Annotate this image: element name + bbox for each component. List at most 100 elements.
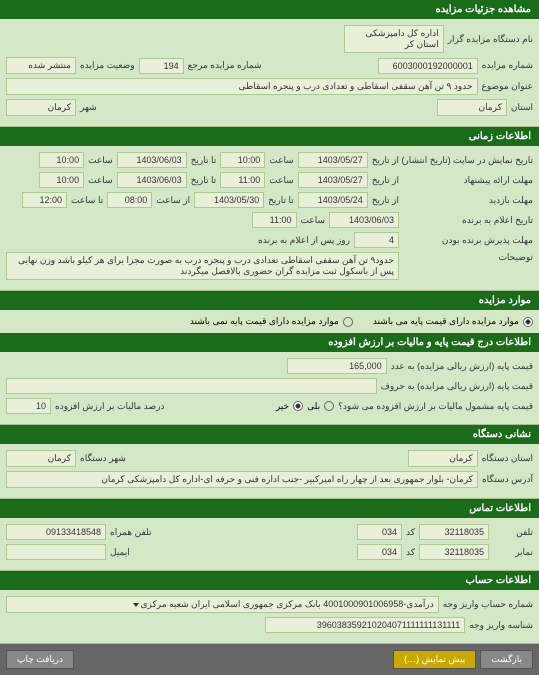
lbl-offer: مهلت ارائه پیشنهاد (403, 175, 533, 186)
panel-timing: تاریخ نمایش در سایت (تاریخ انتشار) از تا… (0, 146, 539, 291)
lbl-to1: تا تاریخ (191, 155, 217, 166)
radio-no-base[interactable]: موارد مزایده دارای قیمت پایه نمی باشند (190, 316, 353, 327)
val-d2-fh: 11:00 (220, 172, 265, 188)
lbl-email: ایمیل (110, 547, 130, 558)
lbl-wh: ساعت (301, 215, 326, 226)
lbl-winner: تاریخ اعلام به برنده (403, 215, 533, 226)
lbl-mobile: تلفن همراه (110, 527, 152, 538)
lbl-status: وضعیت مزایده (80, 60, 135, 71)
radio-dot-icon (324, 401, 334, 411)
radio-vat-yes[interactable]: بلی (307, 401, 334, 412)
val-subject: حدود ۹ تن آهن سقفی اسقاطی و تعدادی درب و… (6, 78, 478, 95)
lbl-city: شهر (80, 102, 97, 113)
val-desc: حدود۹ تن آهن سقفی اسقاطی تعدادی درب و پن… (6, 252, 399, 280)
radio-dot-icon (343, 317, 353, 327)
val-fcode: 034 (357, 544, 402, 560)
section-timing: اطلاعات زمانی (0, 127, 539, 146)
val-days: 4 (354, 232, 399, 248)
back-button[interactable]: بازگشت (480, 650, 533, 669)
panel-account: شماره حساب واریز وجه درآمدی-400100090100… (0, 590, 539, 644)
val-d1-fh: 10:00 (220, 152, 265, 168)
val-winner-d: 1403/06/03 (329, 212, 399, 228)
val-price-num: 165,000 (287, 358, 387, 374)
val-winner-h: 11:00 (252, 212, 297, 228)
val-fax: 32118035 (419, 544, 489, 560)
lbl-h2b: ساعت (88, 175, 113, 186)
preview-button[interactable]: پیش نمایش (…) (393, 650, 476, 669)
val-deposit: 396038359210204071111111131111 (265, 617, 465, 633)
lbl-yes: بلی (307, 401, 320, 412)
radio-dot-icon (523, 317, 533, 327)
lbl-desc: توضیحات (403, 252, 533, 263)
print-button[interactable]: دریافت چاپ (6, 650, 74, 669)
val-auction-no: 6003000192000001 (378, 58, 478, 74)
lbl-from3: از تاریخ (372, 195, 399, 206)
lbl-org: نام دستگاه مزایده گزار (448, 34, 533, 45)
val-mobile: 09133418548 (6, 524, 106, 540)
val-d2-to: 1403/06/03 (117, 172, 187, 188)
section-account: اطلاعات حساب (0, 571, 539, 590)
section-address: نشانی دستگاه (0, 425, 539, 444)
lbl-deposit: شناسه واریز وجه (469, 620, 533, 631)
lbl-h1a: ساعت (269, 155, 294, 166)
lbl-fax: نمابر (493, 547, 533, 558)
val-org: اداره کل دامپزشکی استان کر (344, 25, 444, 53)
lbl-visit: مهلت بازدید (403, 195, 533, 206)
panel-details: نام دستگاه مزایده گزار اداره کل دامپزشکی… (0, 19, 539, 127)
lbl-account: شماره حساب واریز وجه (443, 599, 533, 610)
panel-address: استان دستگاه کرمان شهر دستگاه کرمان آدرس… (0, 444, 539, 499)
val-phone: 32118035 (419, 524, 489, 540)
val-d1-from: 1403/05/27 (298, 152, 368, 168)
val-price-txt (6, 378, 377, 394)
radio-label-2: موارد مزایده دارای قیمت پایه نمی باشند (190, 316, 339, 327)
lbl-vat-q: قیمت پایه مشمول مالیات بر ارزش افزوده می… (338, 401, 533, 412)
section-items: موارد مزایده (0, 291, 539, 310)
section-auction-details: مشاهده جزئیات مزایده (0, 0, 539, 19)
section-contact: اطلاعات تماس (0, 499, 539, 518)
val-ocity: کرمان (6, 450, 76, 467)
lbl-no: خیر (276, 401, 289, 412)
lbl-fh3: از ساعت (156, 195, 190, 206)
radio-label-1: موارد مزایده دارای قیمت پایه می باشند (373, 316, 519, 327)
lbl-ref-no: شماره مزایده مرجع (188, 60, 262, 71)
lbl-to3: تا تاریخ (268, 195, 294, 206)
panel-items: موارد مزایده دارای قیمت پایه می باشند مو… (0, 310, 539, 333)
lbl-accept: مهلت پذیرش برنده بودن (403, 235, 533, 246)
val-d3-th: 12:00 (22, 192, 67, 208)
val-email (6, 544, 106, 560)
lbl-from2: از تاریخ (372, 175, 399, 186)
lbl-h2a: ساعت (269, 175, 294, 186)
lbl-from1: از تاریخ (372, 155, 399, 166)
lbl-vat-pct: درصد مالیات بر ارزش افزوده (55, 401, 164, 412)
val-vat-pct: 10 (6, 398, 51, 414)
val-d1-th: 10:00 (39, 152, 84, 168)
lbl-price-num: قیمت پایه (ارزش ریالی مزایده) به عدد (391, 361, 533, 372)
val-d3-from: 1403/05/24 (298, 192, 368, 208)
lbl-pcode: کد (406, 527, 415, 538)
val-ref-no: 194 (139, 58, 184, 74)
lbl-auction-no: شماره مزایده (482, 60, 533, 71)
section-price: اطلاعات درج قیمت پایه و مالیات بر ارزش ا… (0, 333, 539, 352)
val-province: کرمان (437, 99, 507, 116)
val-d3-fh: 08:00 (107, 192, 152, 208)
lbl-phone: تلفن (493, 527, 533, 538)
panel-price: قیمت پایه (ارزش ریالی مزایده) به عدد 165… (0, 352, 539, 425)
val-city: کرمان (6, 99, 76, 116)
lbl-to2: تا تاریخ (191, 175, 217, 186)
val-oprov: کرمان (408, 450, 478, 467)
footer: بازگشت پیش نمایش (…) دریافت چاپ (0, 644, 539, 675)
val-d2-from: 1403/05/27 (298, 172, 368, 188)
radio-vat-no[interactable]: خیر (276, 401, 303, 412)
val-status: منتشر شده (6, 57, 76, 74)
val-d1-to: 1403/06/03 (117, 152, 187, 168)
chevron-down-icon (133, 603, 139, 607)
val-d2-th: 10:00 (39, 172, 84, 188)
lbl-province: استان (511, 102, 533, 113)
radio-dot-icon (293, 401, 303, 411)
val-d3-to: 1403/05/30 (194, 192, 264, 208)
lbl-h1b: ساعت (88, 155, 113, 166)
lbl-subject: عنوان موضوع (482, 81, 533, 92)
radio-has-base[interactable]: موارد مزایده دارای قیمت پایه می باشند (373, 316, 533, 327)
panel-contact: تلفن 32118035 کد 034 تلفن همراه 09133418… (0, 518, 539, 571)
lbl-ocity: شهر دستگاه (80, 453, 126, 464)
